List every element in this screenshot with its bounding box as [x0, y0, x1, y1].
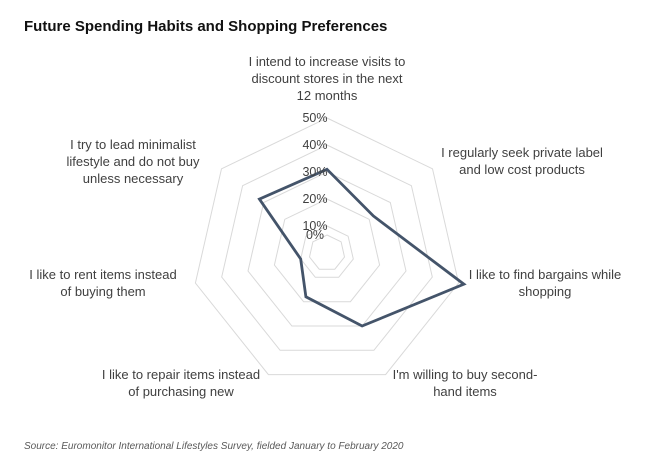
series-line	[257, 167, 467, 328]
chart-title: Future Spending Habits and Shopping Pref…	[24, 18, 388, 35]
grid-ring-3	[247, 171, 407, 327]
category-labels: I intend to increase visits to discount s…	[29, 54, 621, 399]
tick-label-3: 30%	[302, 165, 327, 179]
category-label-0: I intend to increase visits to discount s…	[249, 54, 406, 103]
tick-label-1: 10%	[302, 219, 327, 233]
grid-layer	[194, 117, 460, 376]
grid-ring-0	[308, 234, 346, 270]
category-label-4: I like to repair items instead of purchas…	[102, 367, 260, 399]
tick-label-2: 20%	[302, 192, 327, 206]
tick-label-4: 40%	[302, 138, 327, 152]
tick-label-0: 0%	[306, 228, 324, 242]
chart-source: Source: Euromonitor International Lifest…	[24, 441, 404, 452]
grid-ring-1	[300, 225, 354, 278]
tick-labels: 0%10% 20% 30% 40% 50%	[302, 111, 327, 242]
category-label-2: I like to find bargains while shopping	[469, 267, 621, 299]
grid-ring-5	[194, 117, 460, 376]
category-label-5: I like to rent items instead of buying th…	[29, 267, 176, 299]
category-label-6: I try to lead minimalist lifestyle and do…	[67, 137, 200, 186]
grid-ring-2	[273, 198, 381, 303]
tick-label-5: 50%	[302, 111, 327, 125]
category-label-3: I'm willing to buy second-hand items	[393, 367, 538, 399]
series-layer	[257, 167, 467, 328]
category-label-1: I regularly seek private label and low co…	[441, 145, 603, 177]
grid-ring-4	[221, 144, 433, 351]
